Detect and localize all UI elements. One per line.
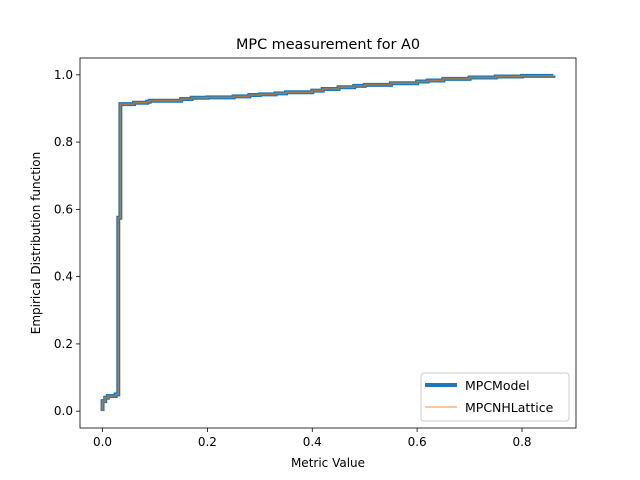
legend-box — [420, 372, 570, 422]
series-line-mpcnhlattice — [101, 75, 555, 412]
y-axis-ticks: 0.0 0.2 0.4 0.6 0.8 1.0 — [54, 68, 80, 418]
legend-label-mpcmodel: MPCModel — [465, 378, 530, 393]
chart-title: MPC measurement for A0 — [236, 37, 420, 53]
y-tick-label: 1.0 — [54, 68, 73, 82]
y-tick-label: 0.0 — [54, 404, 73, 418]
legend: MPCModel MPCNHLattice — [420, 372, 570, 422]
y-tick-label: 0.2 — [54, 337, 73, 351]
legend-label-mpcnhlattice: MPCNHLattice — [465, 400, 554, 415]
x-tick-label: 0.4 — [303, 435, 322, 449]
series-layer — [100, 73, 556, 412]
x-tick-label: 0.0 — [93, 435, 112, 449]
x-axis-ticks: 0.0 0.2 0.4 0.6 0.8 — [93, 428, 532, 449]
x-tick-label: 0.8 — [512, 435, 531, 449]
axes-frame — [79, 57, 577, 429]
y-axis-label: Empirical Distribution function — [29, 152, 43, 334]
y-tick-label: 0.8 — [54, 135, 73, 149]
y-tick-label: 0.6 — [54, 202, 73, 216]
x-axis-label: Metric Value — [291, 456, 365, 470]
x-tick-label: 0.2 — [198, 435, 217, 449]
plot-area — [80, 58, 576, 428]
x-tick-label: 0.6 — [408, 435, 427, 449]
y-tick-label: 0.4 — [54, 270, 73, 284]
